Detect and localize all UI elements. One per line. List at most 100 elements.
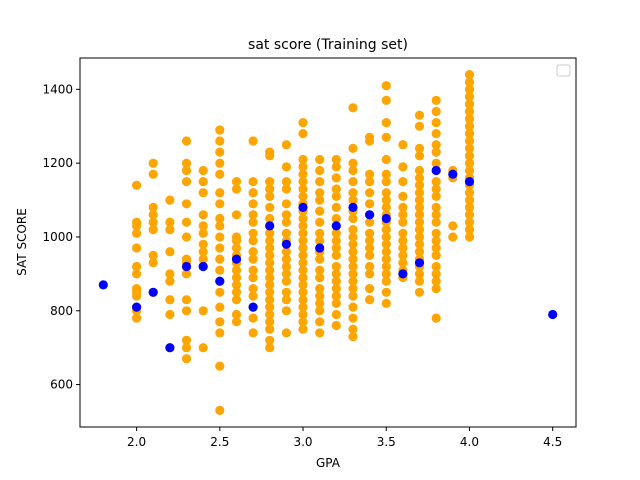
x-tick-label-2: 3.0	[293, 435, 312, 449]
point-s0-178	[298, 324, 308, 334]
point-s0-125	[265, 273, 275, 283]
point-s0-163	[298, 213, 308, 224]
point-s1-15	[365, 210, 375, 220]
point-s0-238	[348, 324, 358, 334]
point-s0-149	[281, 287, 291, 297]
point-s0-259	[381, 132, 391, 142]
point-s0-180	[315, 165, 325, 176]
point-s0-253	[365, 269, 375, 279]
point-s0-202	[331, 191, 341, 201]
point-s0-218	[348, 143, 358, 153]
point-s0-117	[265, 213, 275, 224]
point-s0-37	[181, 232, 192, 242]
point-s0-57	[198, 306, 208, 316]
point-s0-270	[381, 239, 391, 249]
point-s0-29	[165, 309, 175, 320]
point-s0-343	[464, 92, 475, 102]
point-s0-19	[148, 250, 158, 260]
point-s0-0	[132, 180, 142, 190]
point-s0-311	[414, 276, 425, 286]
point-s0-152	[281, 328, 291, 338]
point-s0-294	[414, 143, 425, 153]
point-s0-142	[281, 228, 291, 238]
point-s0-127	[265, 287, 275, 297]
point-s0-263	[381, 188, 391, 198]
point-s0-237	[348, 313, 358, 323]
point-s0-327	[431, 228, 441, 238]
point-s0-324	[431, 202, 441, 212]
point-s0-2	[132, 221, 142, 231]
point-s0-87	[231, 265, 242, 275]
point-s0-228	[348, 239, 358, 249]
point-s0-254	[365, 284, 375, 294]
point-s0-190	[315, 265, 325, 275]
point-s0-208	[331, 250, 341, 260]
point-s0-197	[315, 328, 325, 338]
point-s0-264	[381, 195, 391, 205]
point-s0-247	[365, 217, 375, 227]
point-s0-97	[248, 199, 258, 209]
point-s1-18	[414, 258, 425, 268]
point-s0-166	[298, 236, 308, 246]
point-s0-61	[215, 147, 225, 157]
chart-title: sat score (Training set)	[248, 37, 408, 53]
point-s0-342	[464, 84, 475, 94]
point-s0-60	[215, 136, 225, 146]
point-s0-301	[414, 202, 425, 212]
plot-frame	[79, 57, 577, 428]
point-s0-133	[265, 335, 275, 345]
point-s0-109	[248, 313, 258, 323]
point-s0-201	[331, 184, 341, 194]
y-tick-label-1: 800	[50, 304, 73, 318]
point-s0-318	[431, 147, 441, 157]
point-s1-5	[198, 261, 208, 272]
point-s0-106	[248, 284, 258, 294]
point-s0-243	[365, 177, 375, 187]
point-s0-171	[298, 273, 308, 283]
point-s1-22	[548, 309, 558, 320]
point-s0-280	[398, 177, 408, 187]
point-s0-340	[464, 70, 475, 80]
point-s0-136	[281, 162, 291, 172]
y-tick-label-2: 1000	[42, 230, 73, 244]
point-s0-107	[248, 291, 258, 301]
point-s0-185	[315, 217, 325, 227]
points-layer	[98, 70, 558, 415]
point-s0-316	[431, 129, 441, 139]
x-tick-label-4: 4.0	[460, 435, 479, 449]
point-s1-2	[148, 287, 158, 297]
point-s0-34	[181, 177, 192, 187]
point-s0-76	[215, 328, 225, 338]
point-s0-261	[381, 169, 391, 179]
point-s0-14	[148, 169, 158, 179]
point-s0-258	[381, 118, 391, 128]
point-s0-207	[331, 243, 341, 253]
point-s0-250	[365, 243, 375, 253]
point-s1-10	[281, 239, 291, 249]
point-s0-289	[398, 258, 408, 268]
point-s0-344	[464, 99, 475, 109]
point-s0-115	[265, 191, 275, 201]
plot-area	[80, 58, 576, 427]
point-s0-209	[331, 261, 341, 272]
point-s0-101	[248, 236, 258, 246]
point-s0-339	[448, 232, 458, 242]
point-s0-140	[281, 210, 291, 220]
point-s1-4	[181, 261, 192, 272]
point-s0-173	[298, 287, 308, 297]
point-s0-345	[464, 106, 475, 117]
point-s0-81	[231, 210, 242, 220]
point-s0-67	[215, 221, 225, 231]
point-s0-242	[365, 169, 375, 179]
point-s0-288	[398, 250, 408, 260]
point-s0-176	[298, 309, 308, 320]
point-s0-193	[315, 291, 325, 301]
point-s0-132	[265, 324, 275, 334]
point-s0-32	[181, 158, 192, 168]
point-s1-16	[381, 213, 391, 224]
point-s0-46	[181, 354, 192, 364]
point-s0-182	[315, 188, 325, 198]
point-s0-285	[398, 228, 408, 238]
point-s0-52	[198, 228, 208, 238]
point-s0-18	[148, 225, 158, 235]
